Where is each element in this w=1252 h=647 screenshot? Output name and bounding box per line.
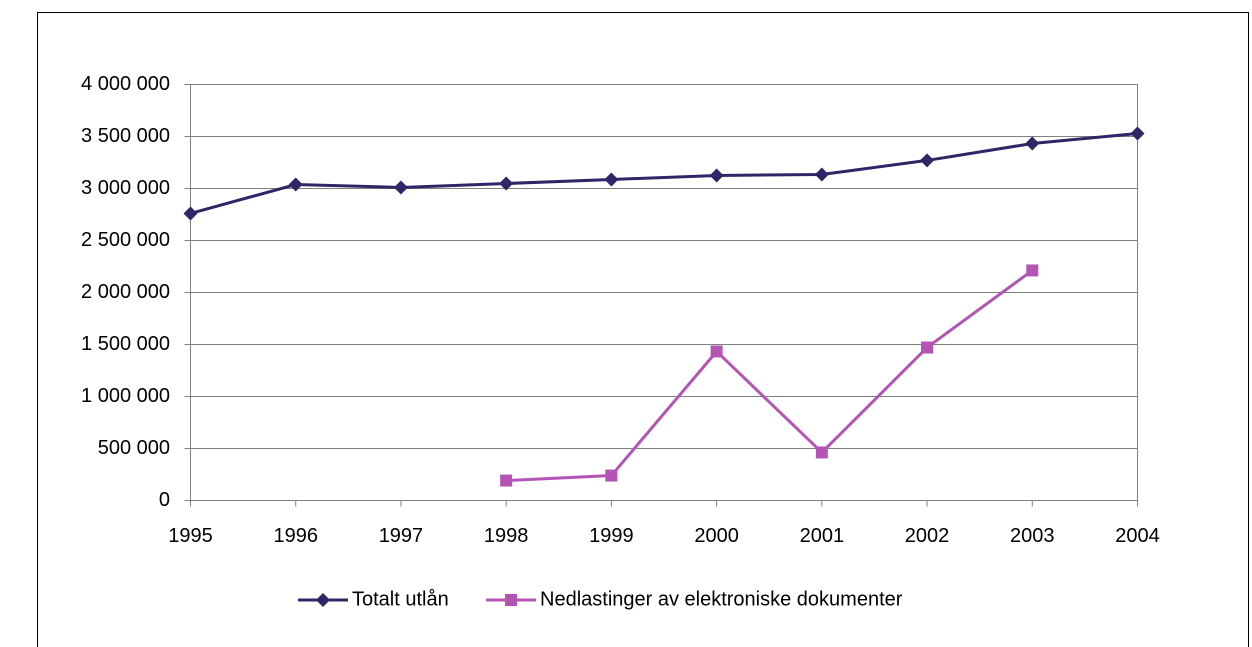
x-tick-label: 1999 <box>589 525 634 547</box>
data-point <box>920 153 935 168</box>
data-point <box>815 446 828 459</box>
x-tick-label: 1997 <box>379 525 424 547</box>
series-line <box>506 269 1034 483</box>
series-line <box>190 131 1138 215</box>
legend-label: Nedlastinger av elektroniske dokumenter <box>540 588 903 610</box>
data-point <box>500 474 513 487</box>
data-point <box>814 167 829 182</box>
y-tick-label: 0 <box>159 489 170 511</box>
legend-marker <box>505 594 517 606</box>
data-point <box>709 168 724 183</box>
x-tick-label: 1998 <box>484 525 529 547</box>
data-point <box>604 172 619 187</box>
data-point <box>710 345 723 358</box>
chart-frame <box>37 12 1249 647</box>
data-point <box>183 206 198 221</box>
data-point <box>605 469 618 482</box>
data-point <box>499 176 514 191</box>
data-point <box>921 341 934 354</box>
y-tick-label: 1 500 000 <box>81 333 170 355</box>
x-tick-label: 1996 <box>273 525 318 547</box>
data-point <box>393 180 408 195</box>
data-point <box>288 177 303 192</box>
x-tick-label: 2004 <box>1115 525 1160 547</box>
legend-marker <box>316 593 330 607</box>
data-point <box>1026 264 1039 277</box>
y-tick-label: 3 500 000 <box>81 125 170 147</box>
y-tick-label: 1 000 000 <box>81 385 170 407</box>
x-tick-label: 2003 <box>1010 525 1055 547</box>
x-tick-label: 2000 <box>694 525 739 547</box>
x-tick-label: 2002 <box>905 525 950 547</box>
data-point <box>1130 126 1145 141</box>
x-tick-label: 2001 <box>800 525 845 547</box>
x-tick-label: 1995 <box>168 525 213 547</box>
y-tick-label: 500 000 <box>98 437 170 459</box>
y-tick-label: 3 000 000 <box>81 177 170 199</box>
y-tick-label: 2 500 000 <box>81 229 170 251</box>
y-tick-label: 2 000 000 <box>81 281 170 303</box>
y-tick-label: 4 000 000 <box>81 73 170 95</box>
data-point <box>1025 136 1040 151</box>
legend-label: Totalt utlån <box>352 588 449 610</box>
